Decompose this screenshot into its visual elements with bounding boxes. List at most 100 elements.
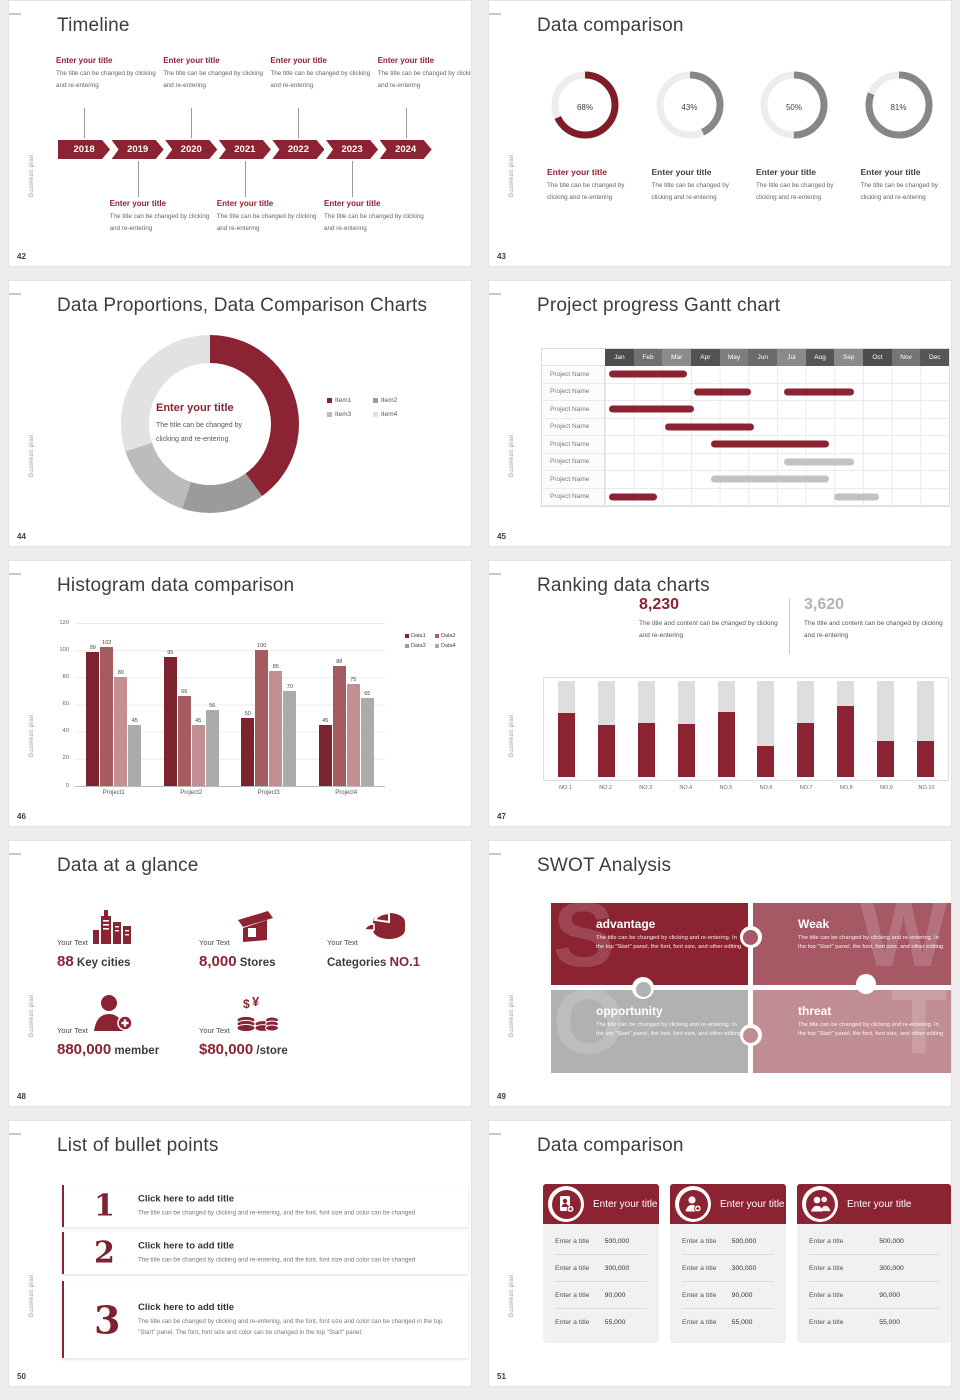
gantt-month-cell: Sep: [834, 349, 864, 366]
timeline-entry: Enter your title The title can be changed…: [217, 199, 317, 235]
row-value: 90,000: [879, 1291, 900, 1299]
gantt-bar: [693, 388, 752, 396]
bar: [318, 724, 332, 786]
bar-cell: 85: [269, 663, 283, 786]
slide-timeline[interactable]: Business plan Timeline 2018 2019 2020 2021 2…: [8, 0, 472, 267]
data-card: Enter your title Enter a title 500,000 Ente…: [797, 1184, 951, 1343]
donut-progress-chart: 50%: [756, 67, 832, 143]
card-table-row: Enter a title 55,000: [809, 1309, 939, 1335]
store-icon: [235, 908, 275, 949]
puzzle-knob: [856, 974, 876, 994]
timeline-year: 2019: [112, 140, 164, 159]
swot-quad-title: threat: [798, 1004, 832, 1018]
timeline-entry: Enter your title The title can be changed…: [324, 199, 424, 235]
slide-donuts[interactable]: Business plan Data comparison 68% Enter y…: [488, 0, 952, 267]
cell-46: Business plan Histogram data comparison …: [0, 560, 480, 840]
gantt-row-label: Project Name: [542, 418, 605, 436]
y-axis-tick: 120: [59, 619, 69, 626]
gantt-month-cell: Dec: [920, 349, 950, 366]
slide-cards[interactable]: Business plan Data comparison Enter your…: [488, 1120, 952, 1387]
swot-quad-desc: The title can be changed by clicking and…: [798, 935, 944, 951]
bar-value-label: 56: [209, 702, 216, 709]
donut-value: 43%: [652, 67, 728, 143]
cell-44: Business plan Data Proportions, Data Com…: [0, 280, 480, 560]
entry-title: Enter your title: [109, 199, 167, 208]
slide-pie[interactable]: Business plan Data Proportions, Data Com…: [8, 280, 472, 547]
card-table-row: Enter a title 500,000: [809, 1228, 939, 1255]
legend-swatch: [327, 398, 332, 403]
timeline-entry: Enter your title The title can be changed…: [56, 56, 156, 92]
gantt-row: Project Name: [542, 488, 949, 506]
donut-value-number: 50: [785, 102, 795, 112]
card-title: Enter your title: [593, 1198, 658, 1210]
row-value: 300,000: [604, 1264, 630, 1272]
corner-dash: [489, 1133, 501, 1135]
ranking-label: NO.10: [918, 785, 935, 791]
card-table-row: Enter a title 90,000: [555, 1282, 647, 1309]
bar-cell: 45: [128, 717, 142, 786]
swot-quad-title: Weak: [798, 917, 830, 931]
legend-label: Data4: [441, 643, 456, 649]
bullet-row: 3 Click here to add title The title can be…: [62, 1281, 468, 1358]
donut-title: Enter your title: [860, 167, 921, 177]
card-header: Enter your title: [543, 1184, 659, 1224]
donut-title: Enter your title: [756, 167, 816, 177]
slide-bullets[interactable]: Business plan List of bullet points 1 Cli…: [8, 1120, 472, 1387]
card-title: Enter your title: [847, 1198, 912, 1210]
donut-svg: [656, 71, 723, 139]
legend-swatch: [435, 644, 439, 648]
bar-value-label: 85: [272, 663, 279, 670]
corner-dash: [9, 293, 21, 295]
bar-value-label: 95: [167, 649, 174, 656]
slide-gantt[interactable]: Business plan Project progress Gantt cha…: [488, 280, 952, 547]
bullet-title: Click here to add title: [138, 1240, 235, 1252]
card-row: Enter your title Enter a title 500,000 Ente…: [543, 1184, 951, 1343]
gantt-month-cell: Apr: [691, 349, 720, 366]
corner-dash: [489, 13, 501, 15]
gantt-bar: [609, 405, 694, 413]
gantt-chart: Jan Feb Mar Apr May Jun Jul Aug Sep Oct Nov Dec Pro…: [541, 348, 950, 507]
slide-histogram[interactable]: Business plan Histogram data comparison …: [8, 560, 472, 827]
slide-ranking[interactable]: Business plan Ranking data charts 8,230 …: [488, 560, 952, 827]
bar: [86, 651, 100, 786]
bar-value-label: 50: [244, 711, 251, 718]
stat-value: 3,620: [804, 596, 845, 613]
stat-desc: The title and content can be changed by …: [639, 620, 778, 640]
page-number: 48: [17, 1092, 26, 1101]
glance-top-row: Your Text: [57, 993, 197, 1037]
x-axis-labels: Project1 Project2 Project3 Project4: [75, 790, 385, 796]
gantt-month-cell: Jun: [748, 349, 778, 366]
legend-label: Data3: [411, 643, 426, 649]
row-label: Enter a title: [809, 1264, 844, 1272]
page-number: 44: [17, 532, 26, 541]
gantt-row: Project Name: [542, 383, 949, 401]
stat-divider: [789, 598, 790, 654]
bar-value-label: 88: [336, 659, 343, 666]
card-table-row: Enter a title 90,000: [809, 1282, 939, 1309]
pie-canvas: Enter your title The title can be change…: [9, 281, 471, 546]
slide-glance[interactable]: Business plan Data at a glance Your Text…: [8, 840, 472, 1107]
y-axis-tick: 0: [65, 782, 69, 789]
bullet-desc: The title can be changed by clicking and…: [138, 1209, 416, 1217]
swot-quad-title: advantage: [596, 917, 656, 931]
bar-value-label: 66: [181, 689, 188, 696]
donut-value-number: 81: [890, 102, 900, 112]
gantt-row-label: Project Name: [542, 436, 605, 454]
swot-quad-desc: The title can be changed by clicking and…: [596, 1022, 742, 1038]
bar-value-label: 45: [131, 717, 138, 724]
swot-quad-desc: The title can be changed by clicking and…: [798, 1022, 944, 1038]
row-label: Enter a title: [809, 1237, 844, 1245]
x-axis-label: Project2: [180, 790, 203, 796]
gantt-row: Project Name: [542, 471, 949, 489]
row-value: 90,000: [731, 1291, 753, 1299]
cell-45: Business plan Project progress Gantt cha…: [480, 280, 960, 560]
gantt-row-strip: [605, 383, 949, 401]
ranking-fill: [677, 724, 695, 777]
bar-group: 50 100 85 70: [230, 623, 308, 786]
chart-legend: Data1 Data2 Data3 Data4: [405, 633, 465, 649]
donut-title: Enter your title: [651, 167, 712, 177]
donut-desc: The title can be changed by clicking and…: [756, 182, 834, 201]
